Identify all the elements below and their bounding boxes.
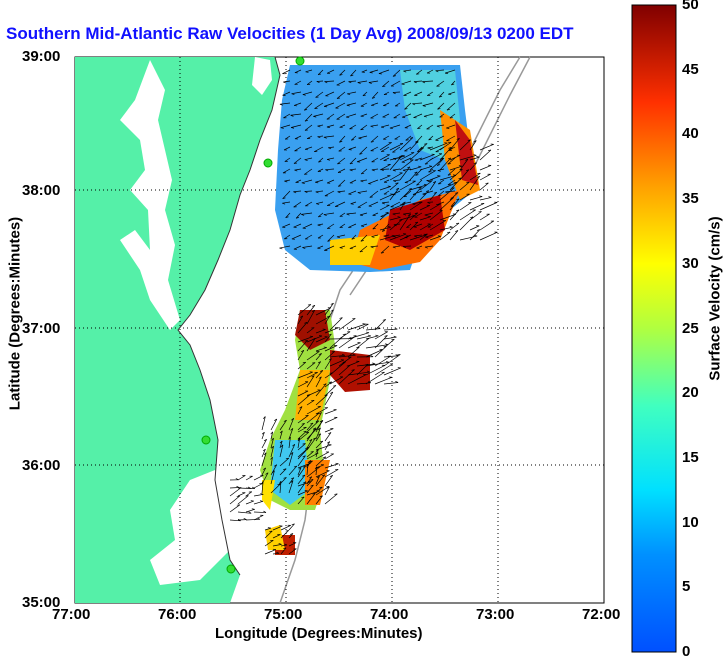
colorbar-tick-label: 20 <box>682 384 699 401</box>
station-marker <box>296 57 304 65</box>
station-marker <box>264 159 272 167</box>
colorbar-tick-label: 35 <box>682 190 699 207</box>
x-tick-label: 76:00 <box>158 606 196 623</box>
y-tick-label: 35:00 <box>22 594 60 611</box>
colorbar-label: Surface Velocity (cm/s) <box>707 199 724 399</box>
colorbar-tick-label: 40 <box>682 125 699 142</box>
colorbar-tick-label: 0 <box>682 643 690 660</box>
x-tick-label: 73:00 <box>476 606 514 623</box>
station-marker <box>202 436 210 444</box>
colorbar-tick-label: 5 <box>682 578 690 595</box>
y-tick-label: 39:00 <box>22 48 60 65</box>
colorbar-tick-label: 45 <box>682 61 699 78</box>
colorbar-tick-label: 25 <box>682 320 699 337</box>
colorbar-tick-label: 10 <box>682 514 699 531</box>
x-tick-label: 72:00 <box>582 606 620 623</box>
y-tick-label: 38:00 <box>22 182 60 199</box>
y-tick-label: 37:00 <box>22 320 60 337</box>
colorbar <box>632 5 676 652</box>
x-tick-label: 75:00 <box>264 606 302 623</box>
y-tick-label: 36:00 <box>22 457 60 474</box>
colorbar-tick-label: 15 <box>682 449 699 466</box>
y-axis-label: Latitude (Degrees:Minutes) <box>7 204 24 424</box>
colorbar-tick-label: 30 <box>682 255 699 272</box>
x-tick-label: 74:00 <box>370 606 408 623</box>
station-marker <box>227 565 235 573</box>
x-axis-label: Longitude (Degrees:Minutes) <box>215 625 423 642</box>
colorbar-tick-label: 50 <box>682 0 699 13</box>
